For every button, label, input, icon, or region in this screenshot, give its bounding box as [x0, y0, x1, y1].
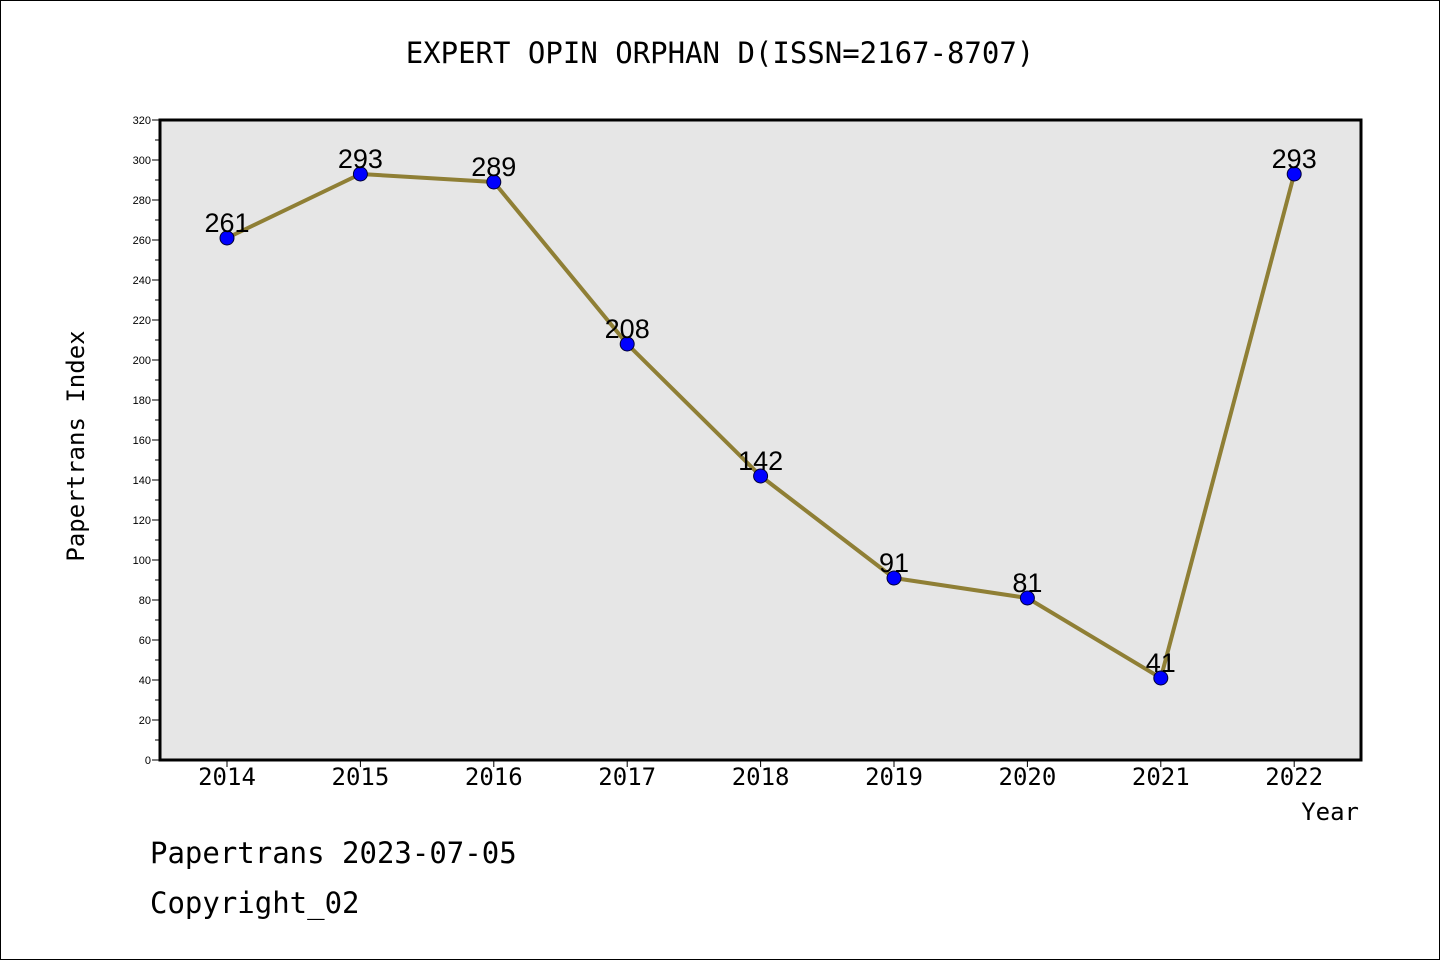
data-label: 293	[338, 144, 383, 174]
y-tick-label: 100	[133, 555, 151, 567]
data-label: 91	[879, 548, 909, 578]
data-label: 208	[605, 314, 650, 344]
data-label: 142	[738, 446, 783, 476]
data-point	[486, 174, 502, 190]
y-axis-title: Papertrans Index	[62, 330, 90, 561]
x-tick-label: 2020	[999, 763, 1057, 791]
y-tick-label: 240	[133, 275, 151, 287]
y-tick-label: 260	[133, 235, 151, 247]
x-axis-title: Year	[1301, 798, 1359, 826]
data-point	[219, 230, 235, 246]
footer-copyright: Copyright_02	[150, 886, 360, 920]
y-tick-label: 220	[133, 315, 151, 327]
y-tick-label: 300	[133, 155, 151, 167]
x-tick-label: 2016	[465, 763, 523, 791]
data-label: 41	[1146, 648, 1176, 678]
data-label: 293	[1272, 144, 1317, 174]
plot-area	[160, 120, 1361, 760]
y-tick-label: 20	[139, 715, 151, 727]
data-label: 289	[471, 152, 516, 182]
chart-title: EXPERT OPIN ORPHAN D(ISSN=2167-8707)	[405, 36, 1035, 70]
x-tick-label: 2018	[732, 763, 790, 791]
y-tick-label: 80	[139, 595, 151, 607]
x-axis: 2014 2015 2016 2017 2018 2019 2020 2021 2022	[198, 760, 1323, 791]
y-tick-label: 140	[133, 475, 151, 487]
y-tick-label: 40	[139, 675, 151, 687]
x-tick-label: 2021	[1132, 763, 1190, 791]
data-point	[352, 166, 368, 182]
x-tick-label: 2019	[865, 763, 923, 791]
data-label: 81	[1012, 568, 1042, 598]
data-point	[1286, 166, 1302, 182]
data-label-layer: 261 293 289 208 142 91 81 41 293	[204, 144, 1316, 678]
data-point	[1019, 590, 1035, 606]
footer-date: Papertrans 2023-07-05	[150, 836, 517, 870]
data-point	[753, 468, 769, 484]
y-tick-label: 120	[133, 515, 151, 527]
series-layer	[219, 166, 1302, 686]
y-tick-label: 160	[133, 435, 151, 447]
data-point	[619, 336, 635, 352]
x-tick-label: 2015	[332, 763, 390, 791]
y-tick-label: 0	[145, 755, 151, 767]
x-tick-label: 2017	[598, 763, 656, 791]
y-tick-label: 180	[133, 395, 151, 407]
y-tick-label: 320	[133, 115, 151, 127]
y-tick-label: 60	[139, 635, 151, 647]
plot-border	[158, 118, 1363, 762]
y-axis: 0 20 40 60 80 100 120 140 160 180 200 220 240 260 280 3…	[133, 115, 160, 767]
x-tick-label: 2014	[198, 763, 256, 791]
data-point	[1153, 670, 1169, 686]
y-tick-label: 280	[133, 195, 151, 207]
y-tick-label: 200	[133, 355, 151, 367]
x-tick-label: 2022	[1265, 763, 1323, 791]
data-point	[886, 570, 902, 586]
data-label: 261	[204, 208, 249, 238]
